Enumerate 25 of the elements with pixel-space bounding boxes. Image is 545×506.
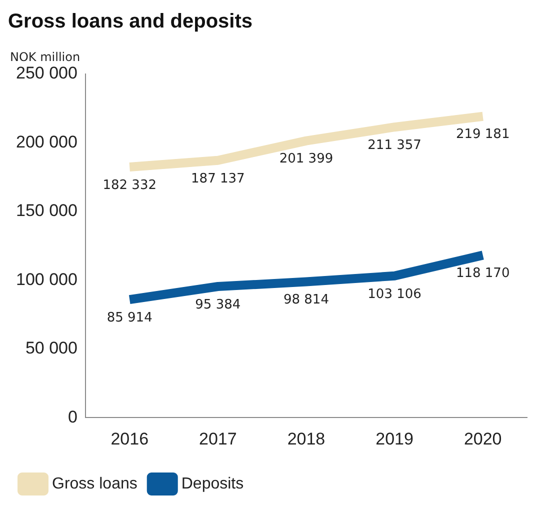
x-tick-label: 2017 (199, 429, 237, 448)
data-label: 95 384 (195, 297, 241, 312)
data-label: 187 137 (191, 171, 245, 186)
chart-title: Gross loans and deposits (8, 10, 253, 33)
y-tick-label: 150 000 (16, 201, 78, 220)
y-axis-title: NOK million (10, 50, 80, 64)
data-label: 98 814 (283, 292, 329, 308)
x-tick-label: 2019 (376, 429, 414, 448)
y-tick-label: 50 000 (25, 338, 78, 358)
data-label: 85 914 (106, 310, 152, 326)
x-tick-label: 2016 (110, 429, 149, 448)
legend-label: Deposits (181, 475, 244, 492)
data-label: 118 170 (456, 266, 510, 282)
data-label: 211 357 (368, 138, 422, 153)
y-tick-label: 0 (68, 407, 78, 426)
data-label: 182 332 (102, 178, 156, 193)
y-tick-label: 200 000 (16, 132, 78, 152)
x-tick-label: 2020 (464, 429, 502, 448)
x-tick-label: 2018 (287, 429, 326, 448)
y-tick-label: 250 000 (16, 64, 78, 83)
data-label: 103 106 (368, 286, 422, 302)
y-tick-label: 100 000 (16, 270, 78, 289)
data-label: 201 399 (279, 152, 334, 167)
data-label: 219 181 (456, 127, 510, 142)
legend-label: Gross loans (52, 475, 138, 492)
